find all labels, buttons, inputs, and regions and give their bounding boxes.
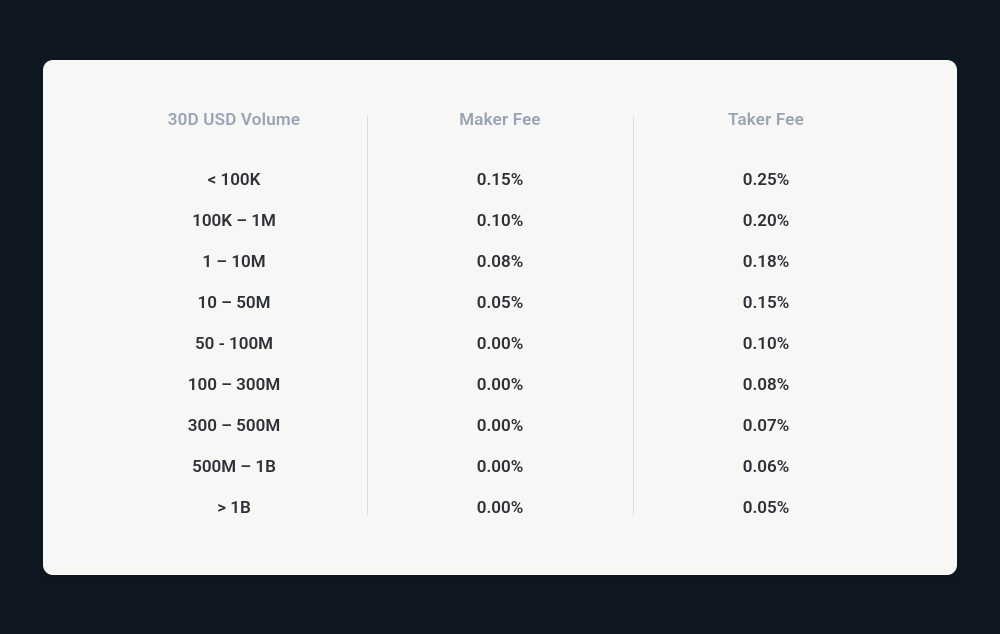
table-cell: 0.10% (743, 336, 790, 353)
table-cell: 0.00% (477, 500, 524, 517)
table-cell: 100K – 1M (192, 213, 276, 230)
fee-card: 30D USD Volume < 100K 100K – 1M 1 – 10M … (43, 60, 957, 575)
table-cell: 0.10% (477, 213, 524, 230)
table-cell: 500M – 1B (192, 459, 276, 476)
fee-table: 30D USD Volume < 100K 100K – 1M 1 – 10M … (101, 110, 899, 521)
table-cell: 10 – 50M (198, 295, 271, 312)
table-cell: 0.00% (477, 336, 524, 353)
table-cell: 0.08% (477, 254, 524, 271)
table-cell: 100 – 300M (188, 377, 280, 394)
table-cell: 0.00% (477, 459, 524, 476)
column-volume: 30D USD Volume < 100K 100K – 1M 1 – 10M … (101, 110, 367, 521)
page-background: 30D USD Volume < 100K 100K – 1M 1 – 10M … (0, 0, 1000, 634)
column-maker: Maker Fee 0.15% 0.10% 0.08% 0.05% 0.00% … (367, 110, 633, 521)
table-cell: 0.15% (743, 295, 790, 312)
table-cell: 0.08% (743, 377, 790, 394)
table-cell: > 1B (217, 500, 251, 517)
table-cell: 0.00% (477, 377, 524, 394)
table-cell: 50 - 100M (195, 336, 273, 353)
table-cell: 0.15% (477, 172, 524, 189)
table-cell: 0.05% (743, 500, 790, 517)
column-header-maker: Maker Fee (459, 110, 541, 130)
table-cell: 0.07% (743, 418, 790, 435)
column-taker: Taker Fee 0.25% 0.20% 0.18% 0.15% 0.10% … (633, 110, 899, 521)
table-cell: 0.25% (743, 172, 790, 189)
column-header-volume: 30D USD Volume (168, 110, 300, 130)
table-cell: < 100K (208, 172, 261, 189)
table-cell: 0.05% (477, 295, 524, 312)
table-cell: 0.00% (477, 418, 524, 435)
table-cell: 300 – 500M (188, 418, 280, 435)
column-header-taker: Taker Fee (728, 110, 804, 130)
table-cell: 0.18% (743, 254, 790, 271)
table-cell: 1 – 10M (202, 254, 265, 271)
table-cell: 0.20% (743, 213, 790, 230)
table-cell: 0.06% (743, 459, 790, 476)
